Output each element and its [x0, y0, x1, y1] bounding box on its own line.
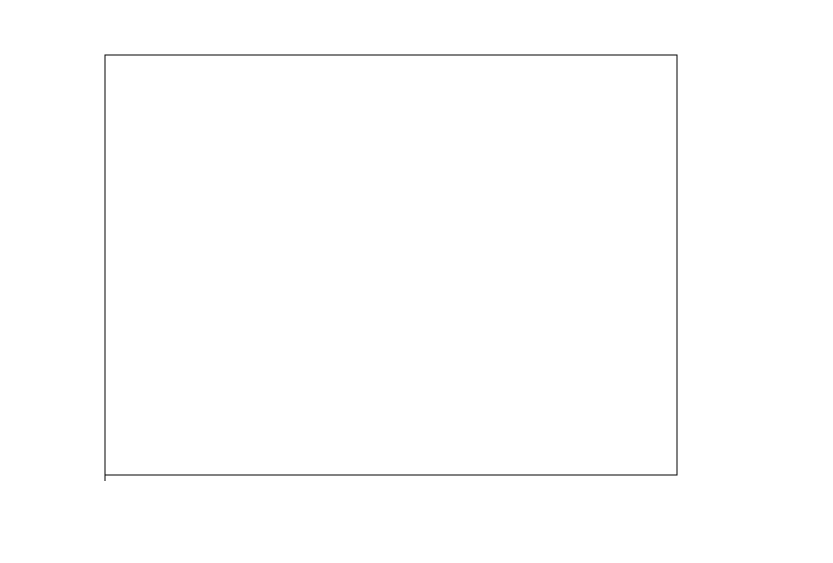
chart-container — [0, 0, 833, 563]
chart-svg — [0, 0, 833, 563]
